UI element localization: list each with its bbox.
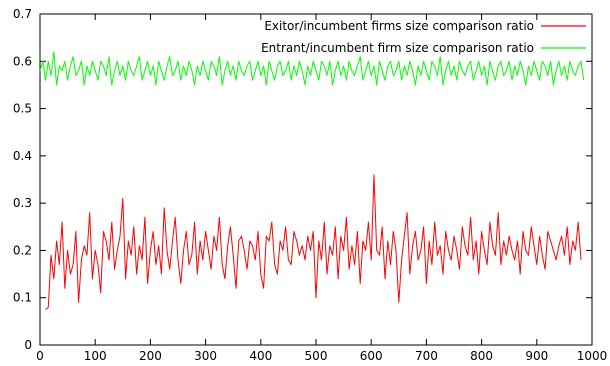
- x-tick-label: 100: [84, 349, 107, 363]
- x-tick-label: 0: [36, 349, 44, 363]
- axes: 0 100 200 300 400 500 600 700 800 900 1000 0 0.1 0.2 0…: [13, 7, 607, 363]
- legend-label-1: Exitor/incumbent firms size comparison r…: [264, 19, 534, 33]
- y-tick-label: 0.6: [13, 54, 32, 68]
- x-tick-label: 600: [360, 349, 383, 363]
- series-lines: [39, 51, 585, 310]
- x-tick-label: 800: [470, 349, 493, 363]
- x-tick-label: 200: [139, 349, 162, 363]
- x-tick-label: 1000: [577, 349, 608, 363]
- y-tick-label: 0: [24, 338, 32, 352]
- x-tick-label: 900: [525, 349, 548, 363]
- x-tick-label: 700: [415, 349, 438, 363]
- series-line-2: [39, 51, 585, 86]
- y-tick-label: 0.7: [13, 7, 32, 21]
- y-tick-label: 0.5: [13, 102, 32, 116]
- series-line-1: [45, 174, 582, 310]
- y-tick-label: 0.3: [13, 196, 32, 210]
- x-tick-label: 500: [305, 349, 328, 363]
- legend-label-2: Entrant/incumbent firm size comparison r…: [261, 41, 534, 55]
- legend: Exitor/incumbent firms size comparison r…: [261, 19, 586, 55]
- y-tick-label: 0.2: [13, 243, 32, 257]
- y-tick-label: 0.1: [13, 291, 32, 305]
- x-tick-label: 300: [194, 349, 217, 363]
- x-tick-label: 400: [249, 349, 272, 363]
- y-tick-label: 0.4: [13, 149, 32, 163]
